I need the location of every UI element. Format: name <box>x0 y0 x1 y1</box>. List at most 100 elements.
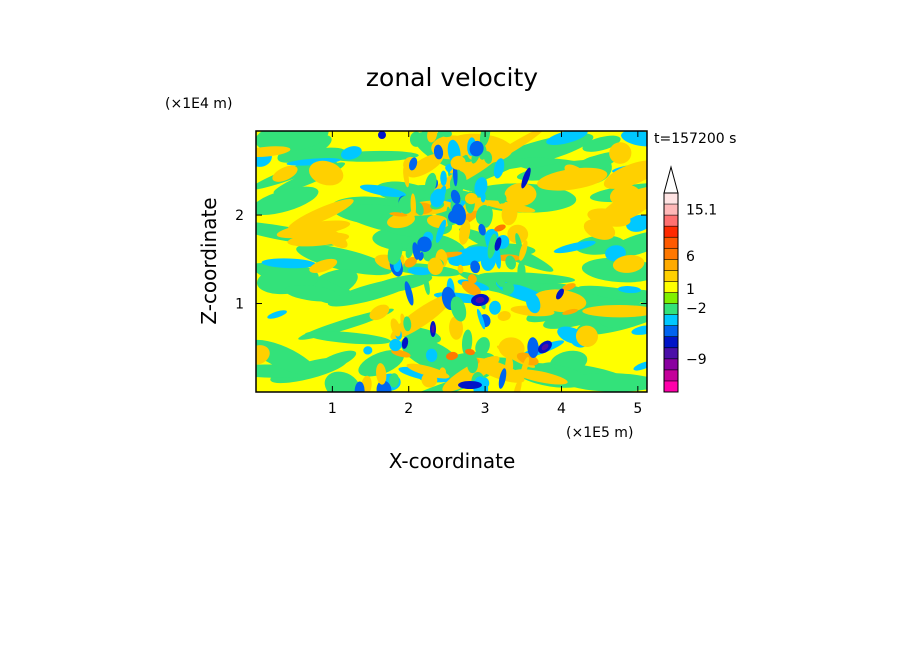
field-contour-patch <box>505 255 516 270</box>
field-contour-patch <box>451 203 466 226</box>
colorbar-swatch <box>664 336 678 349</box>
field-contour-patch <box>470 260 481 274</box>
field-contour-patch <box>461 329 473 356</box>
colorbar-swatch <box>664 380 678 393</box>
field-contour-patch <box>461 281 481 296</box>
field-contour-patch <box>405 241 415 259</box>
field-contour-patch <box>457 264 464 274</box>
field-contour-patch <box>495 272 506 287</box>
x-tick-label: 2 <box>404 401 413 417</box>
field-contour-patch <box>541 343 549 351</box>
colorbar-extend-arrow <box>663 165 679 194</box>
field-contour-patch <box>378 131 386 139</box>
field-contour-patch <box>516 159 612 181</box>
field-contour-patch <box>501 201 518 226</box>
field-contour-patch <box>603 160 647 189</box>
field-contour-patch <box>476 308 486 330</box>
field-contour-patch <box>304 331 391 345</box>
field-contour-patch <box>398 195 413 214</box>
field-contour-patch <box>504 183 537 207</box>
field-contour-patch <box>631 325 647 335</box>
field-contour-patch <box>537 167 608 191</box>
field-contour-patch <box>565 373 647 392</box>
field-contour-patch <box>407 153 444 178</box>
field-contour-patch <box>474 177 488 197</box>
field-contour-patch <box>407 266 432 276</box>
colorbar-swatch <box>664 204 678 216</box>
field-contour-patch <box>493 158 505 179</box>
field-contour-patch <box>256 131 329 152</box>
field-contour-patch <box>376 380 392 392</box>
field-contour-patch <box>489 300 501 315</box>
field-contour-patch <box>409 157 418 171</box>
colorbar-swatch <box>664 325 678 338</box>
colorbar-swatch <box>664 226 678 238</box>
field-contour-patch <box>449 316 464 340</box>
field-contour-patch <box>564 164 587 181</box>
field-contour-patch <box>267 310 287 319</box>
field-contour-patch <box>286 158 341 166</box>
colorbar-swatch <box>664 369 678 382</box>
x-axis-label: X-coordinate <box>389 449 516 473</box>
field-contour-patch <box>546 131 588 145</box>
field-contour-patch <box>450 296 467 322</box>
field-contour-patch <box>440 170 447 186</box>
y-tick-label: 2 <box>235 208 244 224</box>
field-contour-patch <box>597 186 647 226</box>
x-tick-label: 3 <box>481 401 490 417</box>
field-contour-patch <box>517 261 526 281</box>
field-contour-patch <box>521 167 531 189</box>
heatmap-field <box>256 131 647 392</box>
field-contour-patch <box>387 213 415 229</box>
field-contour-patch <box>288 199 354 231</box>
field-contour-patch <box>514 369 568 385</box>
field-contour-patch <box>621 131 647 147</box>
field-contour-patch <box>482 377 490 388</box>
y-unit-label: (×1E4 m) <box>165 96 232 112</box>
field-contour-patch <box>633 361 647 371</box>
field-contour-patch <box>401 337 409 349</box>
x-tick-label: 4 <box>557 401 566 417</box>
field-contour-patch <box>421 372 438 388</box>
field-contour-patch <box>421 131 428 147</box>
chart-title: zonal velocity <box>366 63 538 92</box>
field-contour-patch <box>389 373 400 388</box>
field-contour-patch <box>406 363 450 379</box>
field-contour-patch <box>414 201 424 216</box>
field-contour-patch <box>354 381 365 392</box>
field-contour-patch <box>519 240 528 261</box>
colorbar-swatch <box>664 259 678 271</box>
field-contour-patch <box>497 188 503 204</box>
field-contour-patch <box>391 349 411 358</box>
field-contour-patch <box>387 239 403 265</box>
field-contour-patch <box>459 219 471 245</box>
field-contour-patch <box>612 255 645 273</box>
field-contour-patch <box>515 233 523 254</box>
colorbar-swatch <box>664 314 678 326</box>
field-contour-patch <box>577 285 647 303</box>
field-contour-patch <box>505 354 511 372</box>
field-contour-patch <box>494 237 502 251</box>
field-contour-patch <box>475 204 491 225</box>
field-contour-patch <box>435 219 447 243</box>
field-contour-patch <box>475 337 490 356</box>
field-contour-patch <box>276 220 351 239</box>
field-contour-patch <box>376 363 387 385</box>
field-contour-patch <box>582 135 621 152</box>
field-contour-patch <box>494 224 506 232</box>
field-contour-patch <box>467 355 479 374</box>
field-contour-patch <box>562 308 578 315</box>
field-contour-patch <box>284 285 340 302</box>
field-contour-patch <box>459 228 554 272</box>
field-contour-patch <box>403 166 410 188</box>
field-contour-patch <box>609 142 632 164</box>
field-contour-patch <box>469 140 484 157</box>
field-contour-patch <box>450 189 461 205</box>
field-contour-patch <box>467 274 477 284</box>
field-contour-patch <box>439 367 447 378</box>
field-contour-patch <box>475 296 485 304</box>
field-contour-patch <box>553 240 596 254</box>
field-contour-patch <box>498 368 507 389</box>
field-contour-patch <box>363 346 373 355</box>
y-tick-label: 1 <box>235 297 244 313</box>
